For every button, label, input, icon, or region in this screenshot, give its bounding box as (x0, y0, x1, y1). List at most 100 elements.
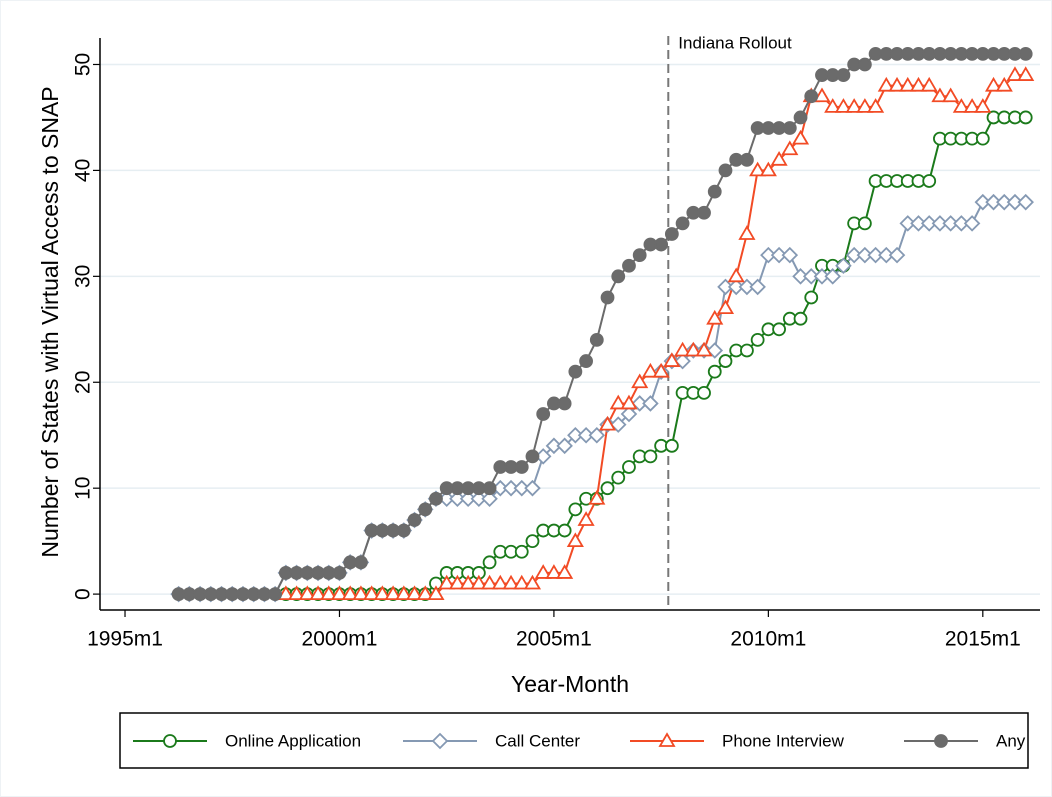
x-tick-label: 2010m1 (730, 628, 806, 651)
marker (931, 87, 949, 103)
marker (579, 354, 593, 368)
x-tick-label: 2005m1 (516, 628, 592, 651)
marker (824, 268, 841, 285)
marker (525, 449, 540, 464)
x-tick-label: 1995m1 (87, 628, 163, 651)
marker (1018, 110, 1033, 125)
marker (995, 193, 1013, 211)
marker (556, 437, 573, 455)
marker (740, 343, 754, 358)
legend-marker (934, 734, 948, 748)
marker (664, 438, 679, 453)
marker (922, 174, 937, 188)
marker (568, 364, 583, 379)
marker (277, 585, 295, 601)
marker (298, 585, 316, 601)
marker (609, 394, 627, 410)
marker (899, 76, 917, 92)
y-tick-label: 50 (72, 53, 95, 76)
marker (804, 290, 819, 305)
marker (470, 574, 488, 590)
marker (707, 364, 722, 379)
marker (363, 585, 381, 601)
marker (718, 354, 733, 368)
marker (481, 490, 498, 508)
marker (523, 574, 542, 590)
marker (824, 98, 842, 113)
marker (718, 163, 733, 178)
marker (920, 215, 938, 232)
marker (654, 237, 669, 252)
marker (834, 98, 852, 113)
marker (288, 585, 306, 601)
marker (632, 248, 647, 263)
marker (622, 460, 636, 474)
marker (611, 269, 626, 284)
marker (984, 76, 1003, 92)
marker (320, 585, 338, 601)
marker (749, 278, 766, 296)
marker (706, 342, 724, 359)
marker (877, 76, 895, 92)
marker (600, 290, 615, 305)
marker (674, 352, 691, 370)
marker (491, 574, 509, 590)
marker (513, 574, 531, 590)
legend-label: Any (996, 731, 1026, 750)
marker (556, 564, 574, 579)
marker (352, 585, 370, 601)
marker (405, 585, 424, 601)
marker (568, 502, 583, 517)
marker (963, 98, 981, 113)
marker (760, 246, 777, 264)
marker (717, 278, 734, 296)
marker (674, 341, 692, 357)
marker (793, 110, 808, 125)
marker (942, 215, 959, 232)
marker (268, 587, 283, 602)
marker (857, 57, 872, 72)
marker (332, 566, 347, 580)
marker (899, 215, 917, 232)
reference-label: Indiana Rollout (678, 33, 792, 52)
marker (738, 278, 756, 296)
marker (781, 246, 799, 264)
marker (995, 76, 1013, 92)
marker (395, 585, 413, 601)
marker (772, 322, 786, 337)
marker (867, 98, 885, 113)
marker (566, 532, 584, 548)
marker (759, 161, 777, 177)
marker (727, 278, 745, 296)
marker (631, 373, 649, 389)
marker (856, 246, 874, 264)
marker (330, 585, 349, 601)
marker (482, 555, 497, 570)
marker (354, 555, 368, 570)
marker (845, 246, 863, 264)
marker (622, 258, 636, 273)
marker (697, 205, 711, 220)
marker (974, 98, 992, 113)
marker (643, 449, 658, 464)
x-axis-title: Year-Month (511, 671, 629, 697)
legend-label: Call Center (495, 731, 580, 750)
marker (407, 513, 422, 527)
marker (727, 267, 745, 283)
marker (836, 68, 851, 82)
legend-marker (431, 732, 449, 750)
marker (611, 470, 626, 485)
marker (470, 490, 488, 508)
y-axis-title: Number of States with Virtual Access to … (37, 86, 63, 557)
marker (975, 131, 990, 146)
marker (867, 246, 884, 264)
marker (675, 216, 690, 231)
marker (631, 395, 648, 412)
marker (502, 574, 520, 590)
marker (793, 311, 808, 326)
legend-marker (658, 732, 676, 747)
marker (588, 426, 606, 444)
marker (888, 246, 906, 264)
marker (963, 215, 981, 232)
marker (309, 585, 327, 601)
